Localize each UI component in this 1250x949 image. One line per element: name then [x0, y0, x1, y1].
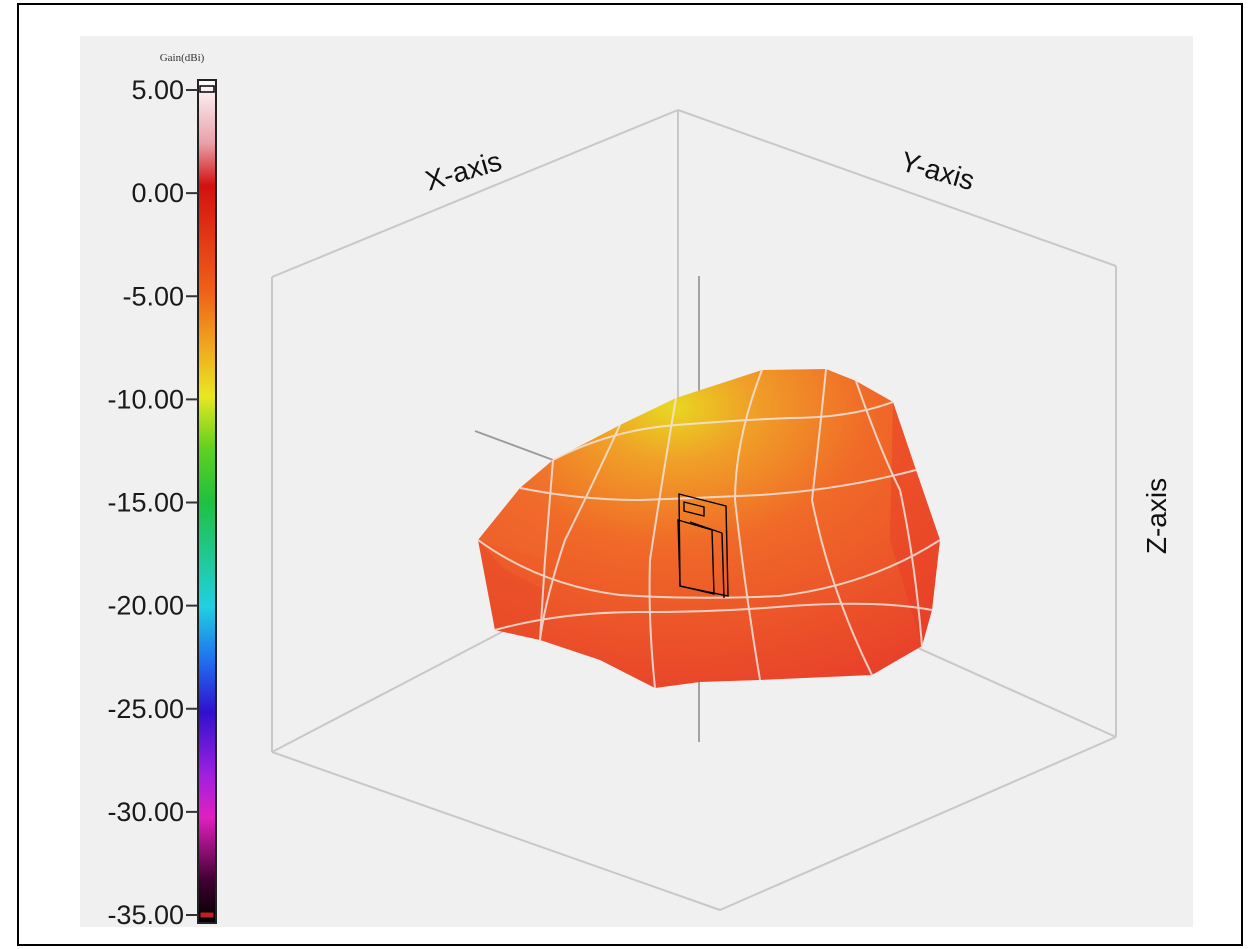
device-edge — [689, 521, 723, 534]
colorbar-title: Gain(dBi) — [160, 52, 205, 64]
radiation-surface — [477, 368, 941, 689]
mesh-line — [539, 459, 554, 641]
colorbar-max-marker — [199, 85, 215, 93]
mesh-line — [733, 369, 763, 681]
mesh-line — [539, 424, 621, 641]
colorbar-tick-label: -10.00 — [107, 384, 184, 414]
mesh-line — [552, 401, 894, 461]
colorbar-tick-label: -30.00 — [107, 797, 184, 827]
colorbar-min-marker — [199, 911, 215, 919]
device-edge — [721, 532, 725, 599]
surface-facet — [890, 402, 940, 646]
device-panel — [677, 519, 715, 595]
box-edge — [677, 109, 1117, 267]
colorbar-tick-label: 0.00 — [131, 178, 184, 208]
mesh-line — [477, 539, 941, 599]
colorbar-tick-label: -35.00 — [107, 900, 184, 930]
box-edge — [271, 109, 679, 278]
colorbar — [197, 79, 217, 924]
x-axis-label: X-axis — [422, 145, 505, 196]
y-axis-label: Y-axis — [897, 146, 978, 197]
device-chip — [683, 501, 705, 517]
mesh-line — [494, 602, 933, 631]
mesh-line — [648, 397, 677, 689]
box-edge — [719, 736, 1117, 911]
colorbar-tick-label: -5.00 — [122, 281, 184, 311]
colorbar-ticks: 5.00 0.00 -5.00 -10.00 -15.00 -20.00 -25.00 -30… — [107, 75, 198, 930]
z-axis-label: Z-axis — [1141, 478, 1172, 554]
mesh-line — [855, 380, 923, 647]
box-edge — [271, 751, 721, 911]
mesh-line — [810, 368, 873, 676]
colorbar-tick-label: -20.00 — [107, 591, 184, 621]
colorbar-tick-label: -15.00 — [107, 488, 184, 518]
surface-facet — [478, 460, 553, 560]
mesh-line — [519, 469, 917, 502]
device-outline — [677, 493, 729, 599]
colorbar-tick-label: 5.00 — [131, 75, 184, 105]
colorbar-tick-label: -25.00 — [107, 694, 184, 724]
surface-facet — [478, 540, 545, 640]
surface-mesh — [477, 368, 941, 689]
